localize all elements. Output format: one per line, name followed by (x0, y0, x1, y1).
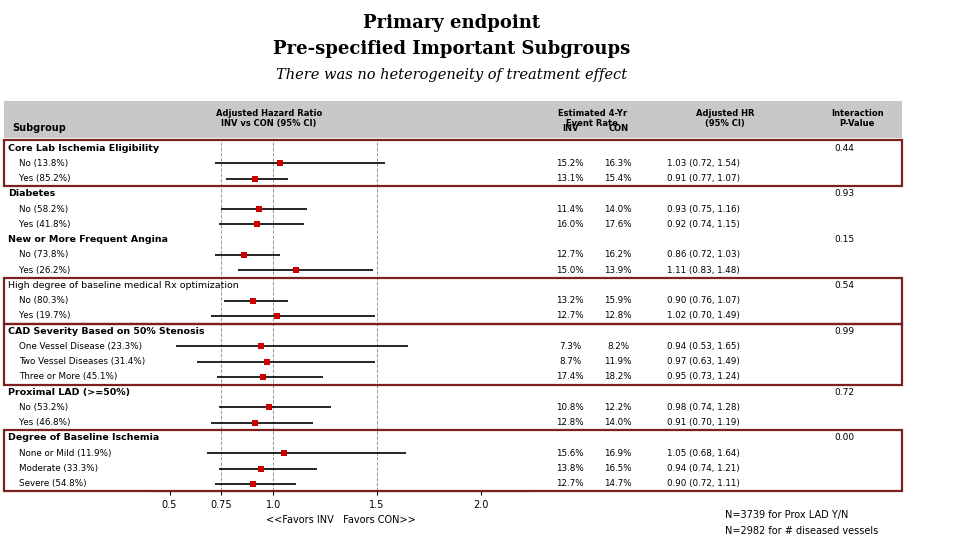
Text: No (53.2%): No (53.2%) (19, 403, 68, 412)
Text: Estimated 4-Yr
Event Rate: Estimated 4-Yr Event Rate (558, 109, 627, 129)
Text: 10.8%: 10.8% (557, 403, 584, 412)
Text: 13.1%: 13.1% (557, 174, 584, 183)
Text: 12.8%: 12.8% (557, 418, 584, 427)
Text: 0.92 (0.74, 1.15): 0.92 (0.74, 1.15) (667, 220, 740, 229)
Text: 13.2%: 13.2% (557, 296, 584, 305)
Text: 0.91 (0.70, 1.19): 0.91 (0.70, 1.19) (667, 418, 740, 427)
Text: 0.93 (0.75, 1.16): 0.93 (0.75, 1.16) (667, 205, 740, 214)
Text: Three or More (45.1%): Three or More (45.1%) (19, 373, 117, 381)
Text: 0.94 (0.74, 1.21): 0.94 (0.74, 1.21) (667, 464, 740, 473)
Text: There was no heterogeneity of treatment effect: There was no heterogeneity of treatment … (276, 68, 627, 82)
Text: 14.0%: 14.0% (605, 205, 632, 214)
Text: 16.9%: 16.9% (605, 449, 632, 458)
Text: No (13.8%): No (13.8%) (19, 159, 68, 168)
Text: 17.6%: 17.6% (605, 220, 632, 229)
Text: 0.94 (0.53, 1.65): 0.94 (0.53, 1.65) (667, 342, 740, 351)
Text: N=2982 for # diseased vessels: N=2982 for # diseased vessels (725, 526, 878, 537)
Text: CAD Severity Based on 50% Stenosis: CAD Severity Based on 50% Stenosis (8, 327, 204, 336)
Text: 12.7%: 12.7% (557, 251, 584, 259)
Text: 13.8%: 13.8% (557, 464, 584, 473)
Text: CON: CON (609, 124, 628, 133)
Text: 0.86 (0.72, 1.03): 0.86 (0.72, 1.03) (667, 251, 740, 259)
Text: 14.0%: 14.0% (605, 418, 632, 427)
Text: Interaction
P-Value: Interaction P-Value (831, 109, 883, 129)
Text: 1.03 (0.72, 1.54): 1.03 (0.72, 1.54) (667, 159, 740, 168)
Text: 12.8%: 12.8% (605, 312, 632, 320)
Text: 0.99: 0.99 (834, 327, 854, 336)
Text: 12.2%: 12.2% (605, 403, 632, 412)
Text: Subgroup: Subgroup (12, 123, 66, 133)
Text: Core Lab Ischemia Eligibility: Core Lab Ischemia Eligibility (8, 144, 158, 152)
Text: 0.72: 0.72 (834, 388, 854, 397)
Text: One Vessel Disease (23.3%): One Vessel Disease (23.3%) (19, 342, 142, 351)
Text: 0.54: 0.54 (834, 281, 854, 290)
Text: 16.0%: 16.0% (557, 220, 584, 229)
Text: No (80.3%): No (80.3%) (19, 296, 68, 305)
Text: 0.90 (0.76, 1.07): 0.90 (0.76, 1.07) (667, 296, 740, 305)
Text: 17.4%: 17.4% (557, 373, 584, 381)
Text: N=3739 for Prox LAD Y/N: N=3739 for Prox LAD Y/N (725, 510, 849, 521)
Text: Diabetes: Diabetes (8, 190, 55, 198)
Text: Severe (54.8%): Severe (54.8%) (19, 480, 86, 488)
Text: Two Vessel Diseases (31.4%): Two Vessel Diseases (31.4%) (19, 357, 146, 366)
Text: Moderate (33.3%): Moderate (33.3%) (19, 464, 98, 473)
Text: Adjusted HR
(95% CI): Adjusted HR (95% CI) (696, 109, 754, 129)
Text: 11.4%: 11.4% (557, 205, 584, 214)
Text: Yes (85.2%): Yes (85.2%) (19, 174, 71, 183)
Text: 12.7%: 12.7% (557, 312, 584, 320)
Text: 11.9%: 11.9% (605, 357, 632, 366)
Text: 16.5%: 16.5% (605, 464, 632, 473)
Text: 0.90 (0.72, 1.11): 0.90 (0.72, 1.11) (667, 480, 740, 488)
Text: 13.9%: 13.9% (605, 266, 632, 275)
Text: Primary endpoint: Primary endpoint (363, 14, 540, 31)
Text: 14.7%: 14.7% (605, 480, 632, 488)
Text: No (73.8%): No (73.8%) (19, 251, 68, 259)
Text: 16.3%: 16.3% (605, 159, 632, 168)
Text: Yes (19.7%): Yes (19.7%) (19, 312, 71, 320)
Text: 15.9%: 15.9% (605, 296, 632, 305)
Text: Degree of Baseline Ischemia: Degree of Baseline Ischemia (8, 434, 159, 442)
Text: 0.91 (0.77, 1.07): 0.91 (0.77, 1.07) (667, 174, 740, 183)
Text: 8.7%: 8.7% (559, 357, 582, 366)
Text: 0.93: 0.93 (834, 190, 854, 198)
Text: 0.00: 0.00 (834, 434, 854, 442)
Text: Yes (26.2%): Yes (26.2%) (19, 266, 71, 275)
X-axis label: <<Favors INV   Favors CON>>: <<Favors INV Favors CON>> (266, 515, 416, 524)
Text: 15.6%: 15.6% (557, 449, 584, 458)
Text: INV: INV (562, 124, 579, 133)
Text: 1.05 (0.68, 1.64): 1.05 (0.68, 1.64) (667, 449, 740, 458)
Text: 15.2%: 15.2% (557, 159, 584, 168)
Text: 1.02 (0.70, 1.49): 1.02 (0.70, 1.49) (667, 312, 740, 320)
Text: High degree of baseline medical Rx optimization: High degree of baseline medical Rx optim… (8, 281, 238, 290)
Text: 1.11 (0.83, 1.48): 1.11 (0.83, 1.48) (667, 266, 740, 275)
Text: Adjusted Hazard Ratio
INV vs CON (95% CI): Adjusted Hazard Ratio INV vs CON (95% CI… (216, 109, 322, 129)
Text: 0.98 (0.74, 1.28): 0.98 (0.74, 1.28) (667, 403, 740, 412)
Text: None or Mild (11.9%): None or Mild (11.9%) (19, 449, 111, 458)
Text: 0.97 (0.63, 1.49): 0.97 (0.63, 1.49) (667, 357, 740, 366)
Text: Pre-specified Important Subgroups: Pre-specified Important Subgroups (273, 40, 630, 58)
Text: 8.2%: 8.2% (607, 342, 630, 351)
Text: 15.4%: 15.4% (605, 174, 632, 183)
Text: 0.15: 0.15 (834, 235, 854, 244)
Text: 0.95 (0.73, 1.24): 0.95 (0.73, 1.24) (667, 373, 740, 381)
Text: Yes (41.8%): Yes (41.8%) (19, 220, 71, 229)
Text: 15.0%: 15.0% (557, 266, 584, 275)
Text: Proximal LAD (>=50%): Proximal LAD (>=50%) (8, 388, 130, 397)
Text: 16.2%: 16.2% (605, 251, 632, 259)
Text: Yes (46.8%): Yes (46.8%) (19, 418, 71, 427)
Text: No (58.2%): No (58.2%) (19, 205, 68, 214)
Text: 0.44: 0.44 (834, 144, 854, 152)
Text: 18.2%: 18.2% (605, 373, 632, 381)
Text: New or More Frequent Angina: New or More Frequent Angina (8, 235, 168, 244)
Text: 12.7%: 12.7% (557, 480, 584, 488)
Text: 7.3%: 7.3% (559, 342, 582, 351)
